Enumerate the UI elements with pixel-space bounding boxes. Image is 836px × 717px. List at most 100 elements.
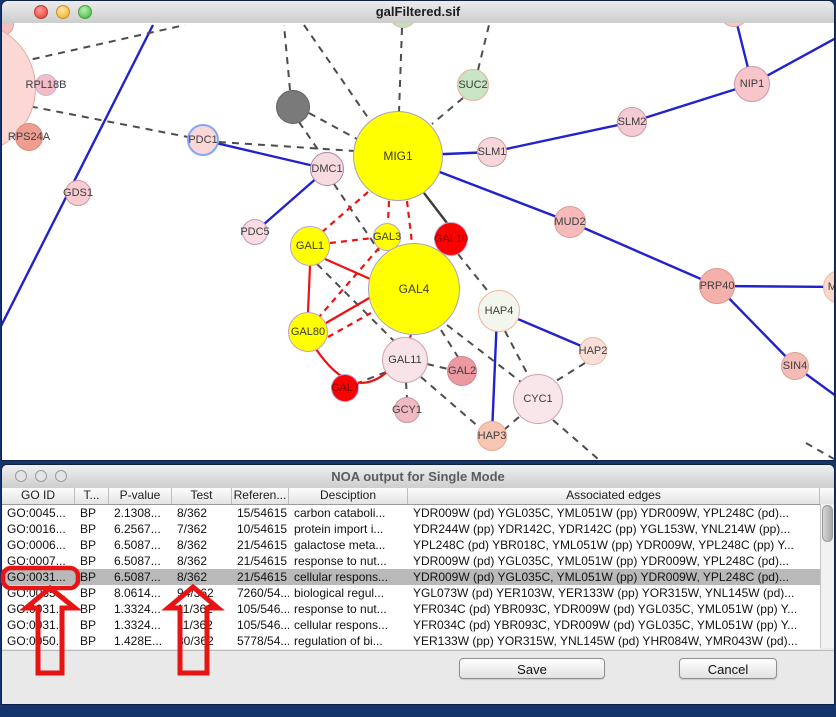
network-edge xyxy=(504,330,530,378)
node-label: GDS1 xyxy=(63,187,93,199)
table-cell: 6.5087... xyxy=(114,538,161,552)
table-row[interactable]: GO:0006... BP 6.5087... 8/362 21/54615 galact… xyxy=(2,537,820,553)
table-cell: 105/546... xyxy=(237,618,289,632)
node-label: HAP4 xyxy=(484,305,514,317)
network-edge xyxy=(631,82,753,124)
table-cell: 1.428E... xyxy=(114,634,163,648)
table-row[interactable]: GO:0016... BP 6.2567... 7/362 10/54615 protei… xyxy=(2,521,820,537)
table-cell: 21/54615 xyxy=(237,538,288,552)
node-label: RPL18B xyxy=(25,79,67,91)
network-edge xyxy=(431,97,464,125)
node-PDC5[interactable]: PDC5 xyxy=(240,219,270,245)
table-row[interactable]: GO:0031... BP 1.3324... 11/362 105/546... cel… xyxy=(2,617,820,633)
network-titlebar[interactable]: galFiltered.sif xyxy=(2,1,834,24)
column-header-referen-[interactable]: Referen... xyxy=(232,488,289,504)
table-row[interactable]: GO:0031... BP 1.3324... 11/362 105/546... res… xyxy=(2,601,820,617)
node-label: GAL7 xyxy=(330,382,360,394)
results-table: GO ID T... P-value Test Referen... Desciption… xyxy=(2,487,834,717)
node-RPL18B[interactable]: RPL18B xyxy=(26,74,67,96)
column-header-go-id[interactable]: GO ID xyxy=(2,488,75,504)
node-PDC1[interactable]: PDC1 xyxy=(187,124,219,156)
node-label: PDC1 xyxy=(188,134,218,146)
table-cell: 11/362 xyxy=(177,618,213,632)
column-header-t-[interactable]: T... xyxy=(75,488,109,504)
column-header-p-value[interactable]: P-value xyxy=(109,488,172,504)
network-edge xyxy=(283,24,291,91)
scrollbar-thumb[interactable] xyxy=(822,505,833,542)
table-cell: 8/362 xyxy=(177,506,208,520)
node-label: SLM1 xyxy=(477,146,507,158)
table-row[interactable]: GO:0065... BP 8.0614... 94/362 7260/54... bio… xyxy=(2,585,820,601)
node-SIN4[interactable]: SIN4 xyxy=(781,352,809,380)
node-GAL80[interactable]: GAL80 xyxy=(288,312,328,352)
node-RPS24A[interactable]: RPS24A xyxy=(8,123,50,151)
noa-window: NOA output for Single Mode GO ID T... P-va… xyxy=(2,465,834,704)
table-cell: response to nut... xyxy=(294,602,387,616)
node-gray-node[interactable] xyxy=(276,90,310,124)
node-GDS1[interactable]: GDS1 xyxy=(63,180,93,206)
minimize-button-inactive[interactable] xyxy=(35,470,47,482)
table-cell: 5778/54... xyxy=(237,634,289,648)
close-button[interactable] xyxy=(34,5,48,19)
column-header-test[interactable]: Test xyxy=(172,488,232,504)
table-cell: 1.3324... xyxy=(114,618,161,632)
table-cell: BP xyxy=(80,602,97,616)
network-edge xyxy=(357,371,387,384)
node-SUC2[interactable]: SUC2 xyxy=(457,69,489,101)
node-HAP4[interactable]: HAP4 xyxy=(478,290,520,332)
node-label: SIN4 xyxy=(782,360,808,372)
node-HAP2[interactable]: HAP2 xyxy=(579,337,607,365)
node-MIG1[interactable]: MIG1 xyxy=(353,111,443,201)
column-header-desciption[interactable]: Desciption xyxy=(289,488,408,504)
column-header-associated-edges[interactable]: Associated edges xyxy=(408,488,820,504)
node-SLM2[interactable]: SLM2 xyxy=(617,107,647,137)
table-cell: GO:0045... xyxy=(7,506,66,520)
table-cell: 8.0614... xyxy=(114,586,161,600)
node-GAL2[interactable]: GAL2 xyxy=(447,356,477,386)
table-cell: 11/362 xyxy=(177,602,213,616)
zoom-button[interactable] xyxy=(78,5,92,19)
table-row[interactable]: GO:0031... BP 6.5087... 8/362 21/54615 cellul… xyxy=(2,569,820,585)
network-edge xyxy=(218,141,356,152)
node-GCY1[interactable]: GCY1 xyxy=(392,397,422,423)
minimize-button[interactable] xyxy=(56,5,70,19)
node-MUD2[interactable]: MUD2 xyxy=(554,206,586,238)
close-button-inactive[interactable] xyxy=(15,470,27,482)
network-edge xyxy=(202,138,328,171)
network-edge xyxy=(17,103,189,138)
node-label: SLM2 xyxy=(617,116,647,128)
network-edge xyxy=(318,247,380,318)
network-edge xyxy=(308,112,358,140)
node-GAL4[interactable]: GAL4 xyxy=(368,243,460,335)
node-DMC1[interactable]: DMC1 xyxy=(310,152,344,186)
network-edge xyxy=(504,416,520,430)
zoom-button-inactive[interactable] xyxy=(55,470,67,482)
table-row[interactable]: GO:0050... BP 1.428E... 80/362 5778/54... reg… xyxy=(2,633,820,649)
node-label: GAL11 xyxy=(388,354,422,366)
network-edge xyxy=(398,27,403,113)
node-GAL1[interactable]: GAL1 xyxy=(290,226,330,266)
table-cell: 94/362 xyxy=(177,586,214,600)
cancel-button[interactable]: Cancel xyxy=(679,658,777,679)
node-SLM1[interactable]: SLM1 xyxy=(477,137,507,167)
noa-titlebar[interactable]: NOA output for Single Mode xyxy=(2,465,834,488)
node-HAP3[interactable]: HAP3 xyxy=(477,421,507,451)
node-label: GAL10 xyxy=(433,233,469,245)
node-GAL3[interactable]: GAL3 xyxy=(373,223,401,251)
node-label: SUC2 xyxy=(458,79,488,91)
table-cell: YDR009W (pd) YGL035C, YML051W (pp) YDR00… xyxy=(413,554,789,568)
table-cell: GO:0031... xyxy=(7,618,66,632)
network-edge xyxy=(805,442,834,460)
table-row[interactable]: GO:0045... BP 2.1308... 8/362 15/54615 carbon… xyxy=(2,505,820,521)
network-edge xyxy=(386,200,391,224)
save-button[interactable]: Save xyxy=(459,658,605,679)
network-canvas[interactable]: RPL18B RPS24A GDS1 PDC1 MIG1 DMC1 SUC2 SLM1 SLM2… xyxy=(2,23,834,460)
node-CYC1[interactable]: CYC1 xyxy=(513,374,563,424)
vertical-scrollbar[interactable] xyxy=(820,504,834,648)
node-NIP1[interactable]: NIP1 xyxy=(734,66,770,102)
node-GAL7[interactable]: GAL7 xyxy=(331,374,359,402)
node-GAL11[interactable]: GAL11 xyxy=(382,337,428,383)
network-edge xyxy=(569,220,718,288)
table-row[interactable]: GO:0007... BP 6.5087... 8/362 21/54615 respon… xyxy=(2,553,820,569)
node-PRP40[interactable]: PRP40 xyxy=(699,268,735,304)
